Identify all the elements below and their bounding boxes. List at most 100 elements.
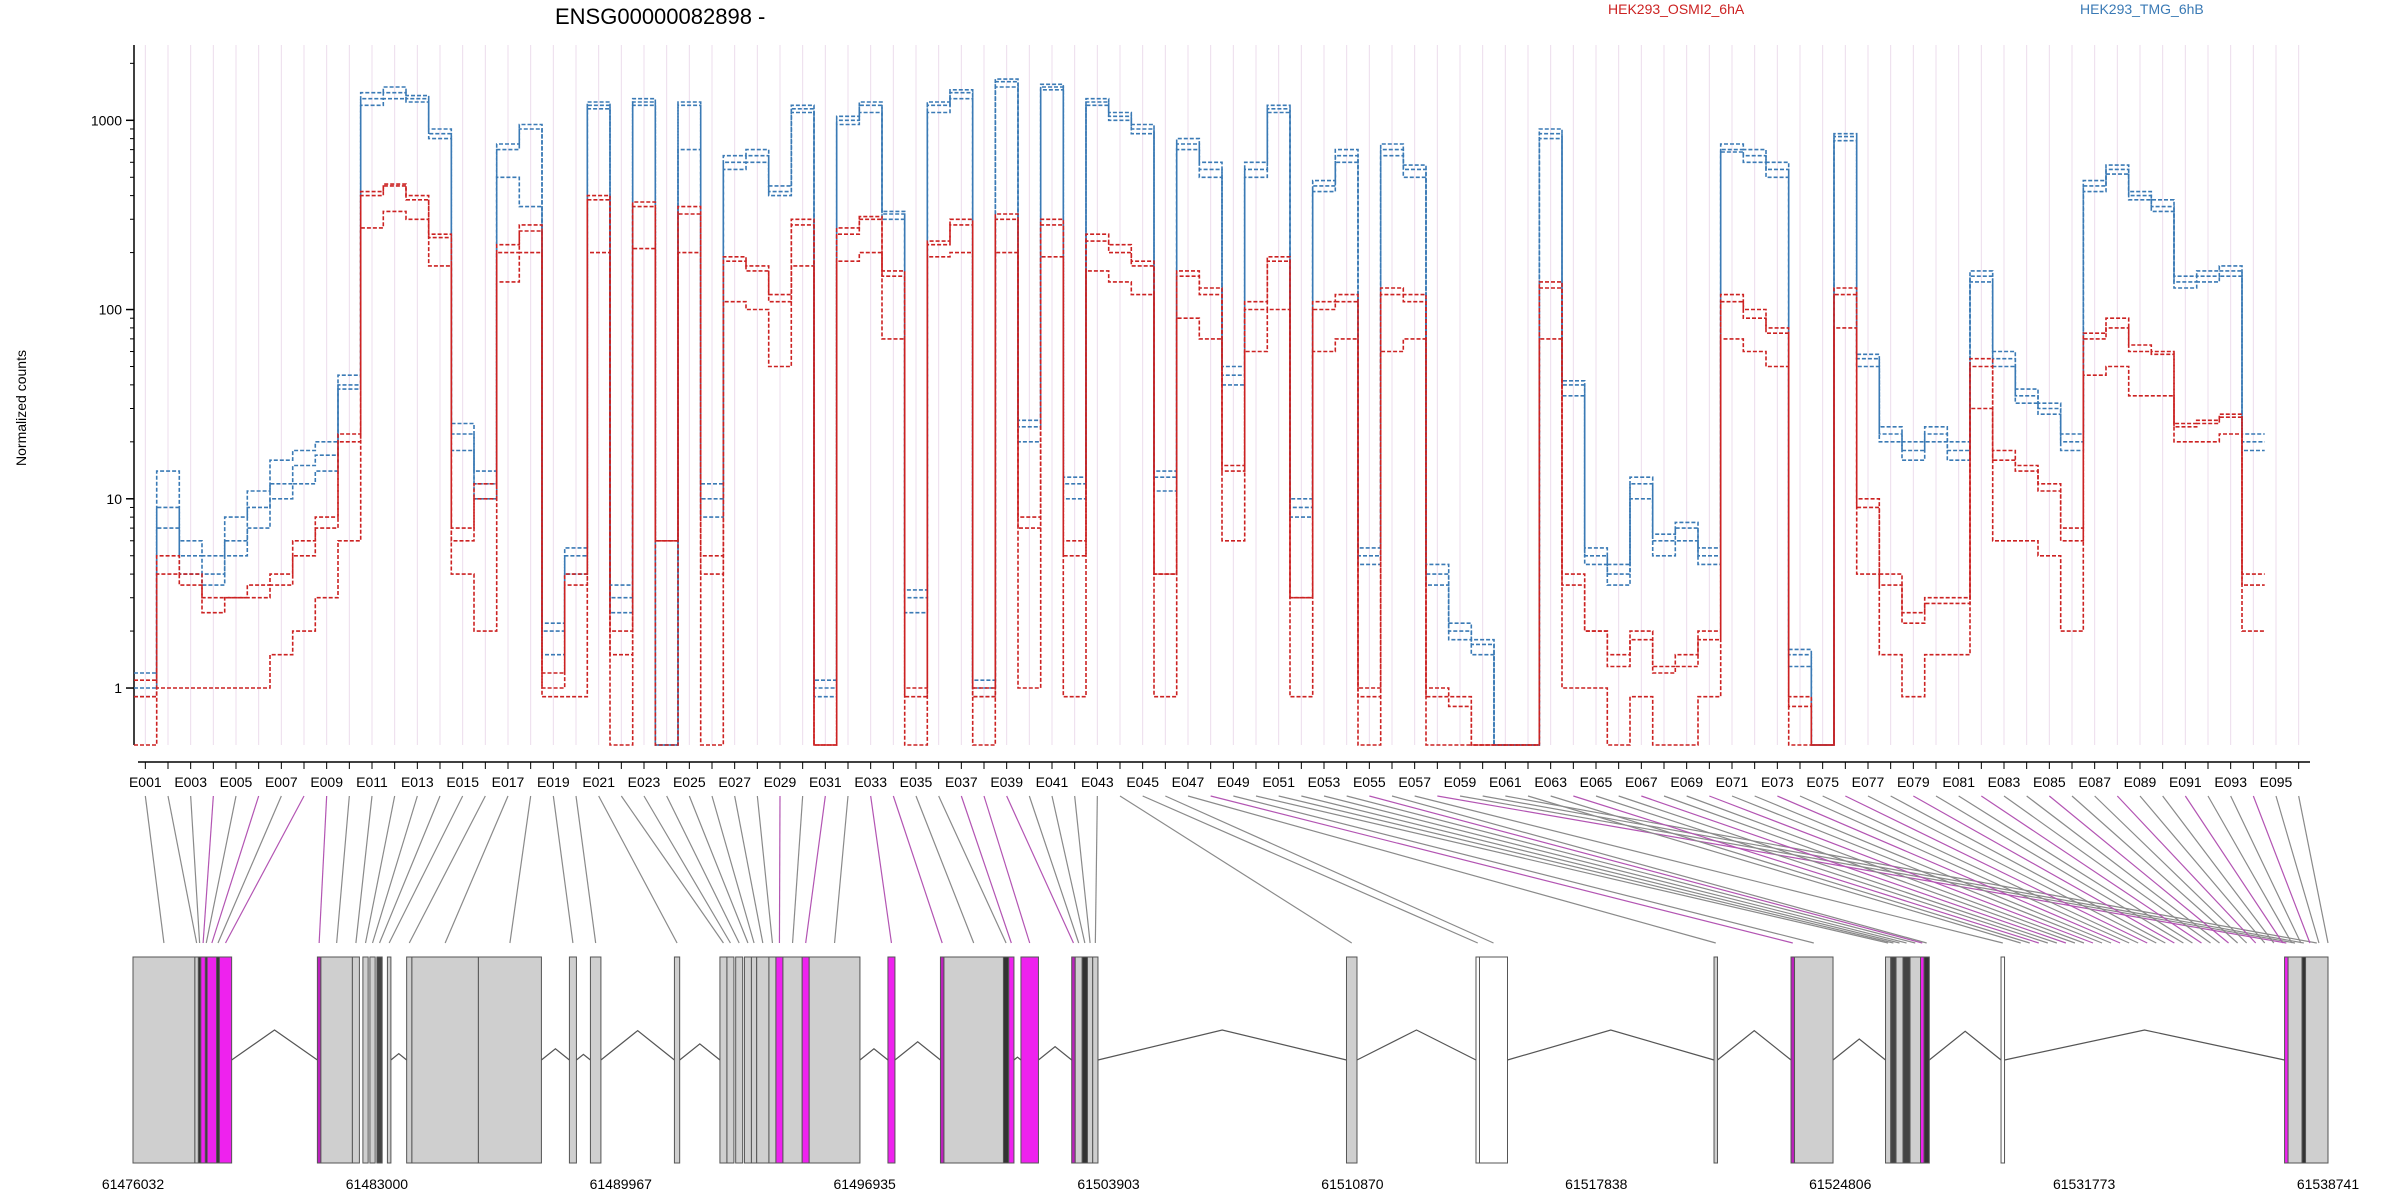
- connector-line: [1505, 795, 2317, 944]
- x-tick-label: E065: [1580, 774, 1613, 790]
- exon-block: [386, 956, 392, 1164]
- connector-line: [1573, 795, 2039, 944]
- connector-line: [1663, 795, 2076, 944]
- connector-line: [1323, 795, 1907, 944]
- x-tick-label: E095: [2260, 774, 2293, 790]
- exon-block: [376, 956, 383, 1164]
- exon-block: [206, 956, 218, 1164]
- x-tick-label: E039: [990, 774, 1023, 790]
- connector-line: [1369, 795, 1923, 944]
- connector-line: [1437, 795, 2287, 944]
- intron-line: [1832, 1038, 1886, 1061]
- intron-line: [390, 1052, 408, 1061]
- y-tick-label: 10: [106, 491, 122, 507]
- x-tick-label: E049: [1217, 774, 1250, 790]
- connector-line: [1618, 795, 2058, 944]
- connector-line: [2116, 795, 2257, 944]
- connector-line: [2003, 795, 2211, 944]
- exon-block: [1020, 956, 1039, 1164]
- connector-line: [805, 795, 826, 944]
- intron-line: [1013, 1056, 1022, 1061]
- connector-line: [1981, 795, 2202, 944]
- exon-block: [194, 956, 199, 1164]
- connector-line: [2048, 795, 2229, 944]
- exon-block: [1713, 956, 1719, 1164]
- exon-block: [411, 956, 479, 1164]
- connector-line: [1346, 795, 1916, 944]
- connector-line: [778, 795, 781, 944]
- connector-line: [1119, 795, 1353, 944]
- connector-line: [1641, 795, 2067, 944]
- legend-osmi2: HEK293_OSMI2_6hA: [1608, 1, 1745, 17]
- x-tick-label: E021: [582, 774, 615, 790]
- connector-line: [983, 795, 1031, 944]
- connector-line: [144, 795, 165, 944]
- x-tick-label: E063: [1534, 774, 1567, 790]
- exon-block: [939, 956, 945, 1164]
- series-line: [134, 80, 2265, 746]
- connector-line: [2162, 795, 2275, 944]
- exon-block: [1002, 956, 1010, 1164]
- exon-block: [1895, 956, 1904, 1164]
- connector-line: [444, 795, 509, 944]
- connector-line: [620, 795, 724, 944]
- x-tick-label: E019: [537, 774, 570, 790]
- x-tick-label: E007: [265, 774, 298, 790]
- exon-block: [1890, 956, 1897, 1164]
- y-tick-label: 100: [99, 302, 123, 318]
- genomic-tick-label: 61503903: [1077, 1176, 1140, 1192]
- y-axis: 1 10 100 1000: [91, 45, 135, 745]
- exon-block: [1081, 956, 1088, 1164]
- connector-line: [364, 795, 396, 944]
- connector-line: [1731, 795, 2103, 944]
- series-line: [134, 183, 2265, 746]
- series-line: [134, 86, 2265, 746]
- connector-line: [1527, 795, 2021, 944]
- x-tick-label: E017: [492, 774, 525, 790]
- exon-block: [218, 956, 233, 1164]
- connector-line: [1822, 795, 2139, 944]
- connector-line: [167, 795, 198, 944]
- connector-line: [388, 795, 464, 944]
- exon-block: [887, 956, 896, 1164]
- legend-tmg: HEK293_TMG_6hB: [2080, 1, 2204, 17]
- connector-line: [1142, 795, 1478, 944]
- connector-line: [1391, 795, 1927, 944]
- exon-block: [132, 956, 196, 1164]
- x-tick-label: E043: [1081, 774, 1114, 790]
- exon-block: [1902, 956, 1911, 1164]
- exon-block: [1074, 956, 1083, 1164]
- intron-line: [1038, 1045, 1073, 1061]
- connector-line: [688, 795, 749, 944]
- exon-block: [2287, 956, 2303, 1164]
- connector-line: [1255, 795, 1889, 944]
- x-tick-label: E059: [1444, 774, 1477, 790]
- connector-line: [2094, 795, 2248, 944]
- connector-line: [2275, 795, 2320, 944]
- intron-line: [541, 1048, 570, 1061]
- intron-line: [859, 1048, 889, 1061]
- intron-line: [1097, 1029, 1347, 1061]
- exon-block: [1923, 956, 1930, 1164]
- x-tick-label: E075: [1806, 774, 1839, 790]
- x-tick-label: E055: [1353, 774, 1386, 790]
- connector-line: [318, 795, 328, 944]
- x-tick-label: E005: [220, 774, 253, 790]
- genomic-axis: 61476032 61483000 61489967 61496935 61503903…: [102, 1176, 2360, 1192]
- intron-line: [2004, 1029, 2285, 1061]
- exon-block: [1071, 956, 1076, 1164]
- chart-title: ENSG00000082898 -: [555, 4, 765, 29]
- connector-line: [1550, 795, 2030, 944]
- connector-line: [1301, 795, 1900, 944]
- connector-line: [1459, 795, 2296, 944]
- gene-model: [132, 956, 2329, 1164]
- connector-line: [1799, 795, 2130, 944]
- exon-block: [320, 956, 353, 1164]
- x-tick-label: E067: [1625, 774, 1658, 790]
- connector-line: [1006, 795, 1075, 944]
- connector-line: [1165, 795, 1494, 944]
- connector-line: [2298, 795, 2329, 944]
- exon-block: [1092, 956, 1099, 1164]
- intron-line: [231, 1029, 318, 1061]
- exon-block: [808, 956, 861, 1164]
